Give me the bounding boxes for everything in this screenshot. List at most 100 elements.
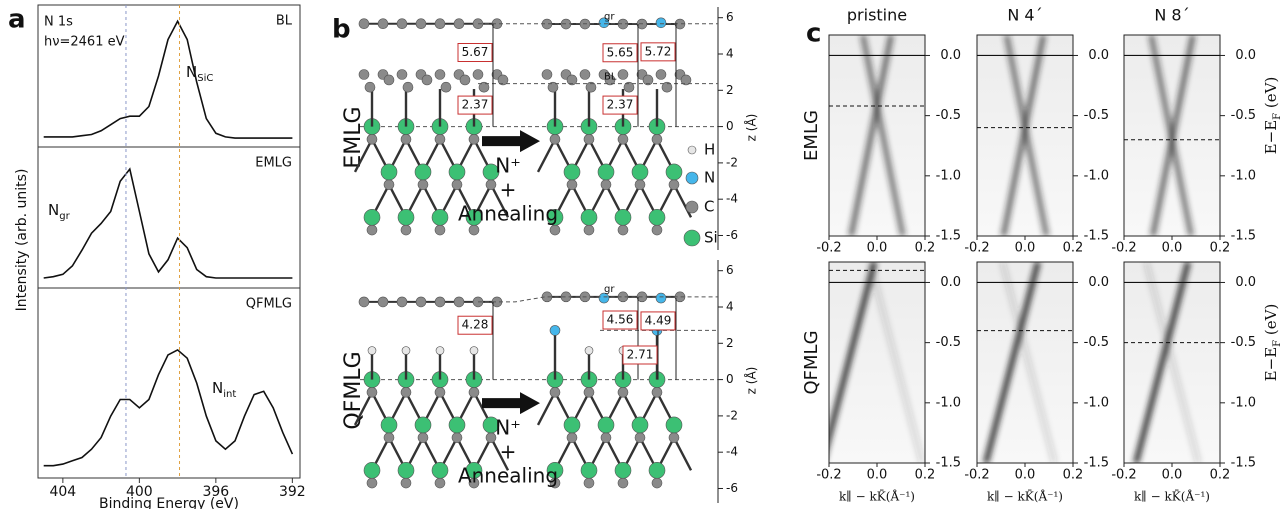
peak-label-main: N	[48, 201, 59, 219]
atom-c	[618, 70, 628, 80]
plot-frame	[38, 288, 300, 478]
z-tick-label: -6	[726, 481, 738, 495]
atom-c	[418, 433, 428, 443]
atom-c	[359, 19, 369, 29]
atom-c	[422, 75, 432, 85]
atom-c	[454, 297, 464, 307]
y-tick-label: -0.5	[1231, 108, 1256, 123]
x-tick-label: 0.2	[1063, 241, 1084, 256]
atom-c	[542, 70, 552, 80]
y-tick-label: 0.0	[1235, 48, 1256, 63]
atom-c	[384, 75, 394, 85]
atom-c	[378, 19, 388, 29]
atom-c	[403, 82, 413, 92]
layer-label: gr	[604, 12, 615, 23]
x-axis-label: k∥ − kK̄(Å⁻¹)	[839, 488, 915, 503]
atom-c	[452, 433, 462, 443]
atom-c	[416, 19, 426, 29]
panel-label: b	[332, 15, 351, 45]
bond	[674, 185, 691, 218]
page: a N 1s hν=2461 eV b c BLNSiCEMLGNgrQFMLG…	[0, 0, 1288, 509]
peak-label-sub: gr	[59, 211, 70, 222]
atom-c	[584, 225, 594, 235]
atom-c	[652, 134, 662, 144]
atom-c	[397, 19, 407, 29]
atom-c	[550, 134, 560, 144]
y-label-sub: F	[1272, 113, 1283, 120]
atom-si	[564, 417, 580, 433]
atom-c	[635, 180, 645, 190]
column-header: N 8´	[1154, 6, 1189, 25]
z-tick-label: -4	[726, 192, 738, 206]
y-tick-label: -0.5	[936, 108, 961, 123]
y-tick-label: -1.5	[1084, 229, 1109, 244]
process-label: +	[500, 178, 517, 202]
x-tick-label: -0.2	[964, 241, 989, 256]
z-tick-label: 2	[726, 83, 734, 97]
atom-c	[367, 387, 377, 397]
process-label: Annealing	[458, 202, 558, 226]
process-label: N⁺	[495, 154, 521, 178]
y-tick-label: -0.5	[1231, 335, 1256, 350]
atom-si	[381, 417, 397, 433]
atom-c	[469, 134, 479, 144]
atom-c	[460, 75, 470, 85]
y-tick-label: 0.0	[1235, 275, 1256, 290]
atom-c	[367, 478, 377, 488]
peak-label: Nint	[212, 379, 236, 400]
atom-si	[632, 164, 648, 180]
atom-c	[384, 180, 394, 190]
legend-label: Si	[704, 229, 718, 247]
atom-c	[418, 180, 428, 190]
x-tick-label: -0.2	[816, 241, 841, 256]
legend-marker	[688, 146, 696, 154]
atom-n	[550, 325, 560, 335]
atom-c	[359, 70, 369, 80]
atom-c	[378, 297, 388, 307]
y-tick-label: 0.0	[940, 48, 961, 63]
x-tick-label: 0.0	[867, 468, 888, 483]
atom-si	[398, 209, 414, 225]
z-tick-label: -2	[726, 155, 738, 169]
y-axis-label: E−EF (eV)	[1262, 77, 1283, 155]
y-axis-label: E−EF (eV)	[1262, 304, 1283, 382]
atom-c	[401, 225, 411, 235]
row-label: EMLG	[801, 110, 822, 161]
arpes-image	[829, 35, 925, 236]
atom-c	[550, 387, 560, 397]
y-tick-label: -0.5	[1084, 335, 1109, 350]
distance-label: 4.56	[607, 313, 634, 327]
y-label-sub: F	[1272, 340, 1283, 347]
z-tick-label: 4	[726, 47, 734, 61]
atom-c	[635, 433, 645, 443]
atom-c	[397, 297, 407, 307]
atom-c	[469, 225, 479, 235]
column-header: N 4´	[1007, 6, 1042, 25]
y-tick-label: -1.5	[1231, 456, 1256, 471]
atom-n	[656, 18, 666, 28]
atom-si	[581, 209, 597, 225]
atom-si	[666, 164, 682, 180]
legend-label: C	[704, 198, 714, 216]
z-tick-label: 2	[726, 336, 734, 350]
peak-label-sub: int	[223, 389, 236, 400]
y-tick-label: -1.0	[1231, 168, 1256, 183]
process-label: N⁺	[495, 416, 521, 440]
atom-c	[469, 387, 479, 397]
atom-c	[452, 180, 462, 190]
z-tick-label: 0	[726, 372, 734, 386]
bond	[674, 438, 691, 471]
distance-label: 4.49	[645, 313, 672, 327]
x-tick-label: 0.0	[1162, 468, 1183, 483]
plot-frame	[38, 5, 300, 147]
arpes-image	[977, 262, 1073, 463]
y-tick-label: 0.0	[940, 275, 961, 290]
atom-c	[584, 134, 594, 144]
atom-c	[618, 225, 628, 235]
row-label: QFMLG	[341, 351, 366, 429]
y-tick-label: -0.5	[936, 335, 961, 350]
y-tick-label: -1.5	[936, 229, 961, 244]
atom-c	[454, 19, 464, 29]
atom-si	[615, 462, 631, 478]
atom-si	[381, 164, 397, 180]
